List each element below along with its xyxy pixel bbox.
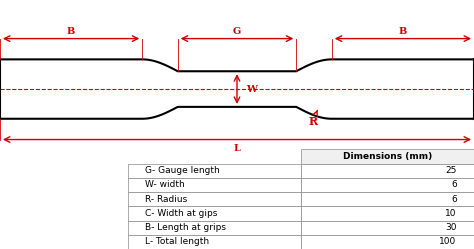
Text: B: B	[399, 27, 407, 36]
Text: L: L	[234, 144, 240, 153]
Text: W: W	[246, 85, 257, 94]
Polygon shape	[0, 59, 474, 119]
Text: B: B	[67, 27, 75, 36]
Text: G: G	[233, 27, 241, 36]
Text: R: R	[308, 110, 318, 127]
